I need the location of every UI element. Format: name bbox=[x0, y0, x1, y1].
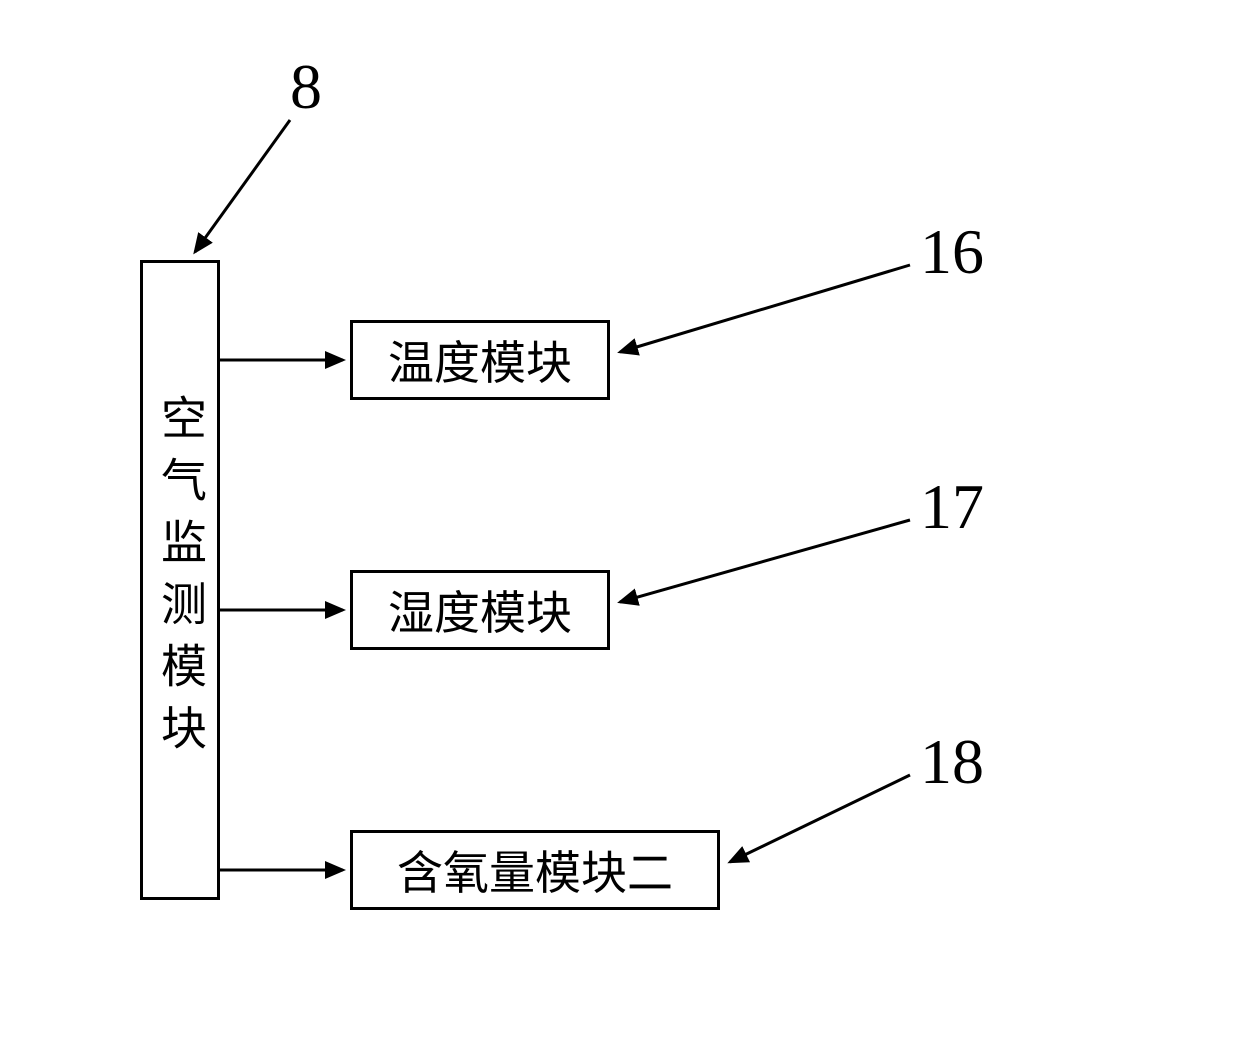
temperature-module-label: 温度模块 bbox=[388, 327, 572, 393]
humidity-module-label: 湿度模块 bbox=[388, 577, 572, 643]
oxygen-module-box: 含氧量模块二 bbox=[350, 830, 720, 910]
callout-number-16: 16 bbox=[920, 215, 984, 289]
callout-number-8: 8 bbox=[290, 50, 322, 124]
air-monitoring-module-label: 空气监测模块 bbox=[147, 394, 213, 766]
callout-number-18: 18 bbox=[920, 725, 984, 799]
temperature-module-box: 温度模块 bbox=[350, 320, 610, 400]
oxygen-module-label: 含氧量模块二 bbox=[397, 837, 673, 903]
callout-number-17: 17 bbox=[920, 470, 984, 544]
air-monitoring-module-box: 空气监测模块 bbox=[140, 260, 220, 900]
humidity-module-box: 湿度模块 bbox=[350, 570, 610, 650]
